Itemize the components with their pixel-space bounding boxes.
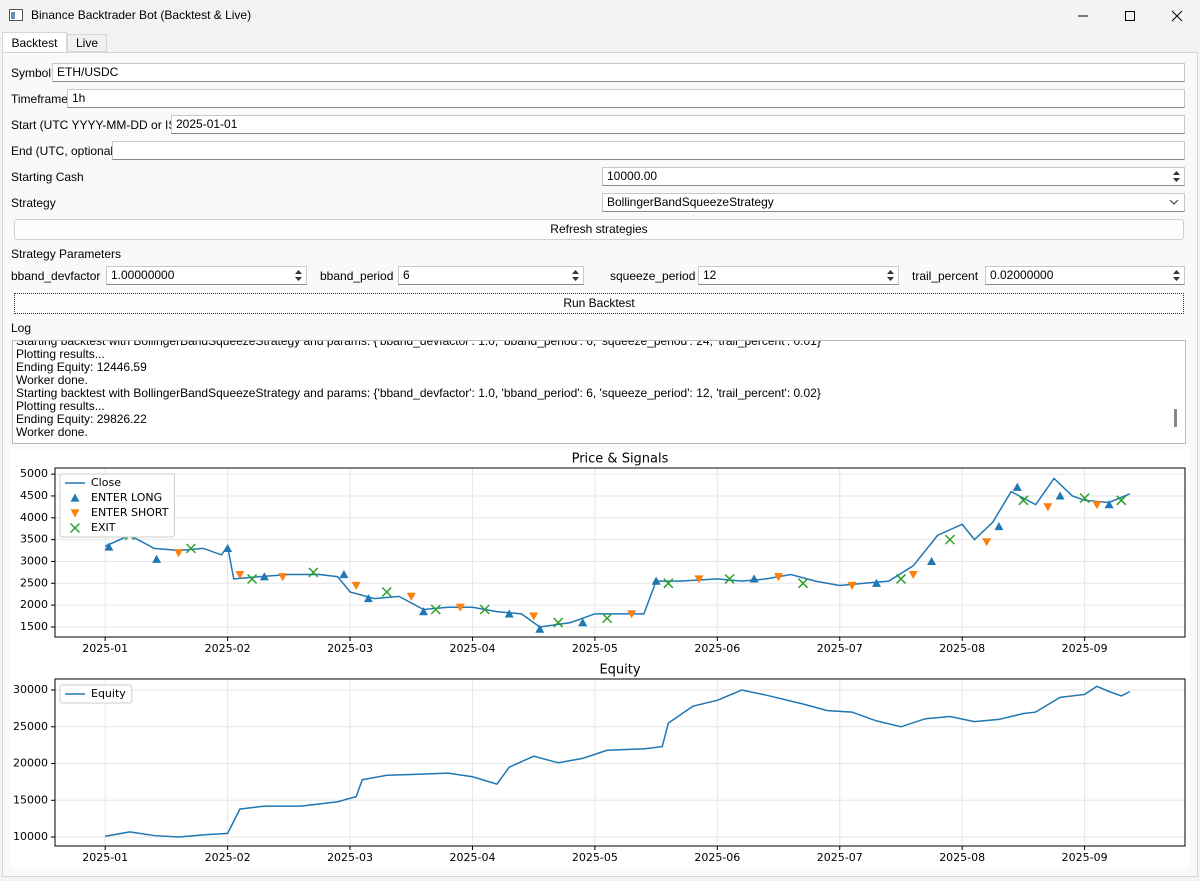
section-label: Log [11,321,32,335]
spin-input[interactable]: 10000.00 [602,167,1185,186]
log-line: Starting backtest with BollingerBandSque… [16,340,821,348]
text-input[interactable]: ETH/USDC [52,63,1185,82]
combo-text: BollingerBandSqueezeStrategy [607,195,774,209]
param-label: squeeze_period [610,269,696,283]
spin-arrows[interactable] [1171,268,1182,283]
refresh-button[interactable]: Refresh strategies [14,219,1184,240]
text-input[interactable]: 2025-01-01 [171,115,1185,134]
log-box: Starting backtest with BollingerBandSque… [12,340,1186,444]
input-text: 0.02000000 [990,268,1054,282]
text-input[interactable] [112,141,1185,160]
combo-arrow [1169,199,1179,205]
app-icon [9,9,23,21]
spin-arrows[interactable] [1171,169,1182,184]
field-label: Timeframe [11,92,68,106]
param-label: bband_period [320,269,394,283]
window-controls[interactable] [1075,8,1195,24]
input-text: 6 [403,268,410,282]
spin-input[interactable]: 0.02000000 [985,266,1185,285]
field-label: Starting Cash [11,170,84,184]
combo-box[interactable]: BollingerBandSqueezeStrategy [602,193,1185,212]
input-text: 12 [703,268,717,282]
field-label: Symbol [11,66,52,80]
spin-arrows[interactable] [293,268,304,283]
field-label: Strategy [11,196,56,210]
input-text: 10000.00 [607,169,658,183]
spin-arrows[interactable] [885,268,896,283]
text-input[interactable]: 1h [67,89,1185,108]
log-line: Worker done. [16,425,88,439]
scrollbar[interactable] [1169,341,1183,443]
log-line: Plotting results... [16,347,105,361]
window-title: Binance Backtrader Bot (Backtest & Live) [31,8,252,22]
spin-arrows[interactable] [570,268,581,283]
field-label: Start (UTC YYYY-MM-DD or ISO) [11,118,190,132]
log-line: Plotting results... [16,399,105,413]
spin-input[interactable]: 12 [698,266,899,285]
input-text: 1.00000000 [111,268,175,282]
param-label: bband_devfactor [11,269,101,283]
log-line: Starting backtest with BollingerBandSque… [16,386,821,400]
log-line: Ending Equity: 29826.22 [16,412,147,426]
log-line: Worker done. [16,373,88,387]
log-line: Ending Equity: 12446.59 [16,360,147,374]
field-label: End (UTC, optional) [11,144,118,158]
section-label: Strategy Parameters [11,247,122,261]
spin-input[interactable]: 1.00000000 [106,266,307,285]
spin-input[interactable]: 6 [398,266,584,285]
title-bar: Binance Backtrader Bot (Backtest & Live) [0,0,1200,31]
tab[interactable]: Backtest [2,32,67,53]
param-label: trail_percent [912,269,979,283]
run-button[interactable]: Run Backtest [14,293,1184,314]
tab[interactable]: Live [67,34,107,52]
